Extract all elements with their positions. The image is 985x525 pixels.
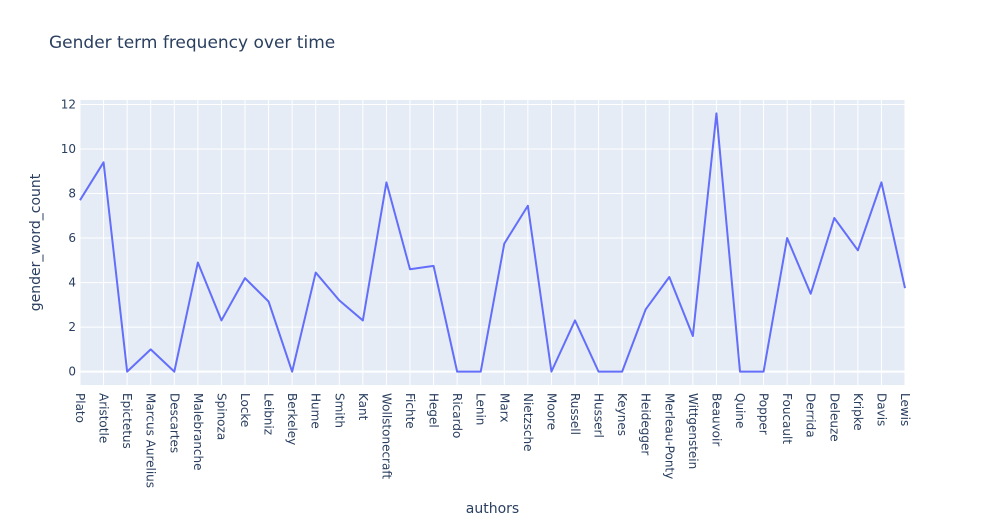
x-tick-label: Deleuze [827, 393, 841, 442]
x-tick-label: Epictetus [120, 393, 134, 449]
y-axis-title: gender_word_count [28, 173, 44, 311]
x-tick-label: Merleau-Ponty [662, 393, 676, 479]
x-tick-label: Davis [874, 393, 888, 426]
grid-lines [79, 100, 906, 385]
x-tick-label: Quine [733, 393, 747, 428]
x-tick-label: Lenin [474, 393, 488, 425]
x-tick-label: Aristotle [97, 393, 111, 443]
y-tick-label: 2 [68, 320, 76, 334]
y-tick-label: 10 [61, 142, 76, 156]
x-tick-label: Wittgenstein [686, 393, 700, 469]
x-tick-label: Plato [73, 393, 87, 423]
x-tick-label: Marx [497, 393, 511, 422]
x-tick-label: Locke [238, 393, 252, 427]
x-tick-label: Heidegger [639, 393, 653, 455]
y-tick-label: 0 [68, 365, 76, 379]
chart-title: Gender term frequency over time [49, 33, 336, 53]
x-axis-title: authors [466, 501, 519, 517]
x-tick-label: Descartes [167, 393, 181, 453]
x-tick-label: Kant [356, 393, 370, 421]
x-tick-label: Hegel [427, 393, 441, 428]
x-tick-label: Derrida [804, 393, 818, 438]
x-tick-label: Keynes [615, 393, 629, 436]
x-tick-label: Malebranche [191, 393, 205, 471]
y-axis-ticks: 0 2 4 6 8 10 12 [61, 97, 76, 378]
x-tick-label: Wollstonecraft [379, 393, 393, 479]
x-tick-label: Hume [309, 393, 323, 429]
x-tick-label: Fichte [403, 393, 417, 429]
x-tick-label: Lewis [898, 393, 912, 426]
x-tick-label: Husserl [592, 393, 606, 438]
x-tick-label: Moore [544, 393, 558, 430]
x-tick-label: Popper [757, 393, 771, 435]
x-tick-label: Spinoza [214, 393, 228, 440]
x-tick-label: Russell [568, 393, 582, 435]
plot-background [80, 100, 905, 385]
series-line [79, 112, 906, 373]
x-tick-label: Kripke [851, 393, 865, 431]
x-tick-label: Nietzsche [521, 393, 535, 452]
x-tick-label: Beauvoir [709, 393, 723, 446]
y-tick-label: 8 [68, 187, 76, 201]
y-tick-label: 6 [68, 231, 76, 245]
x-tick-label: Ricardo [450, 393, 464, 438]
y-tick-label: 12 [61, 97, 76, 111]
x-tick-label: Marcus Aurelius [144, 393, 158, 488]
x-axis-ticks: Plato Aristotle Epictetus Marcus Aurelius De… [73, 393, 912, 488]
x-tick-label: Berkeley [285, 393, 299, 445]
y-tick-label: 4 [68, 276, 76, 290]
x-tick-label: Foucault [780, 393, 794, 444]
x-tick-label: Smith [332, 393, 346, 428]
x-tick-label: Leibniz [262, 393, 276, 435]
